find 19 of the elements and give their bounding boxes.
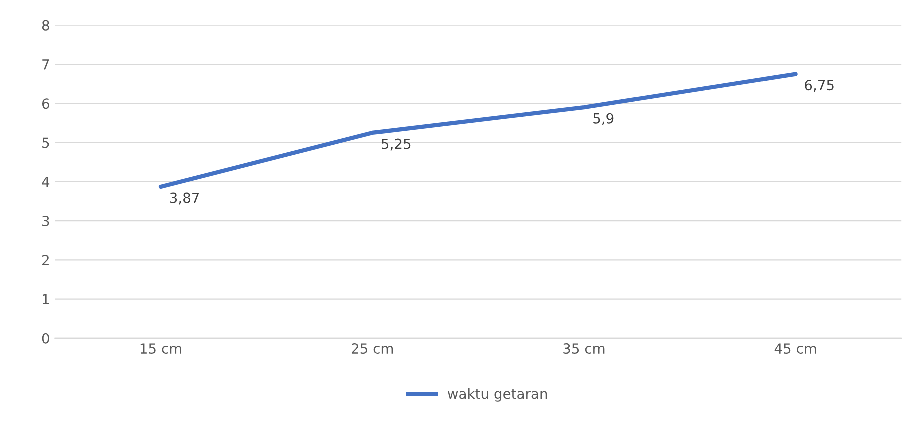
y-tick-label: 1 — [43, 294, 50, 305]
legend-label: waktu getaran — [448, 388, 548, 402]
text: 5,9 — [594, 113, 614, 126]
y-tick-label: 8 — [42, 20, 50, 31]
x-tick-label: 25 cm — [352, 344, 394, 354]
y-tick-label: 7 — [42, 60, 50, 70]
x-tick-label: 35 cm — [564, 344, 605, 354]
y-tick-label: 5 — [42, 138, 50, 148]
y-tick-label: 3 — [42, 216, 50, 226]
y-tick-label: 4 — [42, 177, 50, 188]
line-series — [158, 72, 798, 190]
x-tick-label: 45 cm — [774, 344, 816, 354]
x-tick-label: 15 cm — [140, 344, 182, 354]
text: 5,25 — [382, 138, 411, 151]
y-tick-label: 2 — [42, 255, 49, 266]
text: 3,87 — [170, 192, 200, 205]
y-tick-label: 0 — [42, 333, 50, 344]
y-tick-label: 6 — [42, 98, 50, 110]
text: 6,75 — [805, 80, 834, 92]
